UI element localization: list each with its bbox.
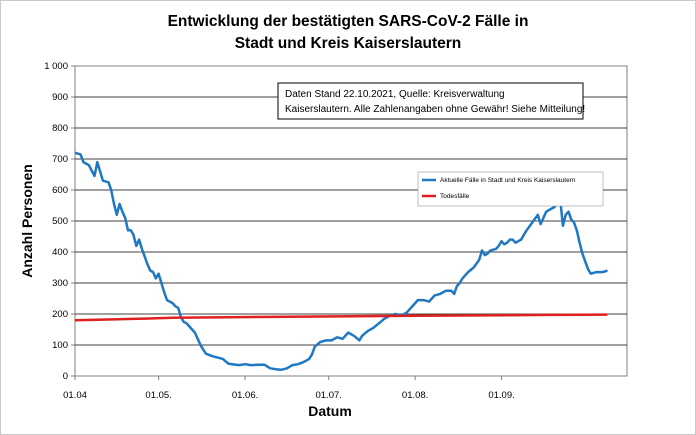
y-tick-label-800: 800 — [52, 123, 68, 134]
y-tick-label-300: 300 — [52, 278, 68, 289]
legend-box — [417, 171, 604, 207]
y-tick-label-500: 500 — [52, 216, 68, 227]
chart-title-line-2: Stadt und Kreis Kaiserslautern — [235, 35, 462, 52]
x-tick-label-1: 01.05. — [145, 390, 171, 401]
y-tick-label-900: 900 — [52, 92, 68, 103]
x-tick-label-2: 01.06. — [232, 390, 258, 401]
y-tick-label-200: 200 — [52, 309, 68, 320]
series-line-deaths — [74, 313, 608, 322]
annotation-line-2: Kaiserslautern. Alle Zahlenangaben ohne … — [285, 104, 585, 115]
y-tick-label-0: 0 — [63, 371, 68, 382]
y-axis-title: Anzahl Personen — [19, 164, 35, 278]
x-tick-label-5: 01.09. — [488, 390, 514, 401]
y-tick-label-1000: 1 000 — [44, 61, 68, 72]
series-lines — [74, 151, 608, 372]
x-tick-label-3: 01.07. — [315, 390, 341, 401]
annotation-line-1: Daten Stand 22.10.2021, Quelle: Kreisver… — [285, 89, 505, 100]
x-axis-ticks: 01.04 01.05. 01.06. 01.07. 01.08. 01.09. — [63, 376, 515, 401]
y-tick-label-400: 400 — [52, 247, 68, 258]
y-tick-label-100: 100 — [52, 340, 68, 351]
x-tick-label-0: 01.04 — [63, 390, 87, 401]
legend-label-deaths: Todesfälle — [440, 193, 470, 200]
legend: Aktuelle Fälle in Stadt und Kreis Kaiser… — [417, 171, 604, 207]
y-tick-label-700: 700 — [52, 154, 68, 165]
x-axis-title: Datum — [308, 403, 352, 419]
annotation-box: Daten Stand 22.10.2021, Quelle: Kreisver… — [277, 82, 585, 120]
y-axis-ticks: 0 100 200 300 400 500 600 700 800 900 1 000 — [44, 61, 75, 382]
chart-title-line-1: Entwicklung der bestätigten SARS-CoV-2 F… — [168, 13, 529, 30]
y-tick-label-600: 600 — [52, 185, 68, 196]
annotation-border — [277, 82, 584, 120]
series-line-cases — [74, 151, 608, 372]
x-tick-label-4: 01.08. — [402, 390, 428, 401]
legend-label-cases: Aktuelle Fälle in Stadt und Kreis Kaiser… — [440, 177, 576, 184]
